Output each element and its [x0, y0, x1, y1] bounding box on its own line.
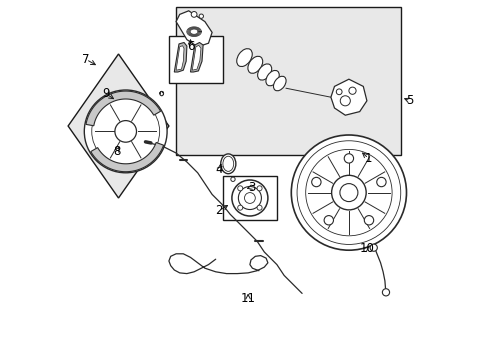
Polygon shape	[176, 46, 183, 70]
Ellipse shape	[236, 49, 252, 67]
Circle shape	[115, 121, 136, 142]
Polygon shape	[91, 143, 163, 172]
Circle shape	[237, 205, 242, 210]
Text: 4: 4	[215, 163, 223, 176]
Text: 10: 10	[359, 242, 374, 255]
Ellipse shape	[257, 64, 271, 80]
Circle shape	[291, 135, 406, 250]
Ellipse shape	[247, 56, 262, 73]
Circle shape	[331, 175, 366, 210]
Text: 2: 2	[215, 204, 223, 217]
Circle shape	[238, 186, 261, 210]
Polygon shape	[192, 45, 201, 70]
Ellipse shape	[265, 71, 279, 86]
Polygon shape	[174, 42, 186, 72]
Circle shape	[244, 193, 255, 203]
Circle shape	[336, 89, 342, 95]
Ellipse shape	[273, 76, 285, 91]
Text: 8: 8	[113, 145, 120, 158]
Circle shape	[237, 186, 242, 191]
Circle shape	[257, 186, 262, 191]
Polygon shape	[190, 42, 203, 72]
Bar	[176, 7, 400, 155]
Text: 6: 6	[186, 40, 194, 53]
Circle shape	[231, 180, 267, 216]
Circle shape	[324, 216, 333, 225]
Circle shape	[199, 14, 203, 18]
Circle shape	[339, 184, 357, 202]
Circle shape	[369, 244, 377, 251]
Circle shape	[84, 90, 167, 173]
Bar	[168, 36, 223, 83]
Circle shape	[348, 87, 355, 94]
Text: 11: 11	[240, 292, 255, 305]
Circle shape	[376, 177, 386, 187]
Polygon shape	[176, 11, 212, 47]
Circle shape	[340, 96, 349, 106]
Circle shape	[257, 205, 262, 210]
Polygon shape	[68, 54, 168, 198]
Circle shape	[311, 177, 321, 187]
Ellipse shape	[223, 156, 233, 171]
Ellipse shape	[220, 154, 235, 174]
Circle shape	[382, 289, 389, 296]
Text: 5: 5	[406, 94, 413, 107]
Bar	[223, 176, 276, 220]
Text: 1: 1	[364, 152, 372, 165]
Polygon shape	[86, 91, 160, 126]
Circle shape	[344, 154, 353, 163]
Circle shape	[364, 216, 373, 225]
Circle shape	[230, 177, 235, 181]
Text: 9: 9	[102, 87, 109, 100]
Polygon shape	[330, 79, 366, 115]
Text: 3: 3	[247, 181, 255, 194]
Text: 7: 7	[82, 53, 90, 66]
Circle shape	[191, 12, 197, 17]
